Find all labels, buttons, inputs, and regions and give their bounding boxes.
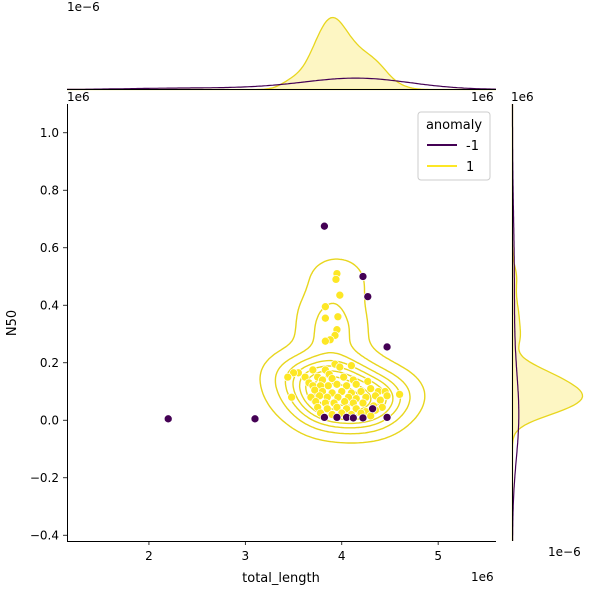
point-anomaly-1 — [332, 379, 342, 389]
point-anomaly-1 — [287, 392, 296, 402]
point-anomaly-1 — [366, 411, 376, 421]
point-anomaly-1 — [340, 397, 349, 406]
point-anomaly-1 — [283, 372, 293, 382]
top-marginal-offset-label: 1e−6 — [67, 0, 100, 14]
y-tick-label: 0.0 — [40, 413, 59, 427]
point-anomaly-1 — [289, 368, 298, 378]
point-anomaly-neg1 — [320, 413, 329, 422]
y-offset-label: 1e6 — [67, 90, 90, 104]
y-tick-label: 1.0 — [40, 126, 59, 140]
legend-label-anomaly-1: 1 — [466, 160, 474, 175]
right-marginal: 1e6 1e−6 — [511, 90, 584, 559]
x-tick-label: 3 — [242, 549, 250, 563]
scatter-points — [163, 221, 404, 424]
y-tick-label: 0.2 — [40, 356, 59, 370]
y-tick-label: 0.6 — [40, 241, 59, 255]
point-anomaly-1 — [331, 275, 341, 284]
right-marginal-offset-label: 1e−6 — [548, 545, 581, 559]
point-anomaly-1 — [333, 312, 343, 322]
y-tick-label: 0.4 — [40, 298, 59, 312]
point-anomaly-1 — [321, 313, 330, 323]
point-anomaly-1 — [327, 374, 337, 383]
top-marginal: 1e−6 — [67, 0, 497, 91]
x-offset-label-top: 1e6 — [471, 90, 494, 104]
y-ticks: −0.4 −0.2 0.0 0.2 0.4 0.6 0.8 1.0 — [30, 126, 67, 542]
right-marginal-kde-anomaly-1 — [511, 104, 584, 541]
point-anomaly-neg1 — [358, 413, 368, 423]
point-anomaly-neg1 — [348, 413, 358, 423]
point-anomaly-1 — [342, 381, 351, 391]
point-anomaly-1 — [347, 361, 356, 370]
legend-title: anomaly — [426, 118, 482, 133]
point-anomaly-1 — [323, 381, 333, 391]
point-anomaly-1 — [321, 336, 330, 346]
point-anomaly-neg1 — [250, 414, 260, 424]
point-anomaly-neg1 — [332, 413, 342, 422]
point-anomaly-1 — [339, 372, 349, 382]
y-tick-label: −0.4 — [30, 528, 59, 542]
kde-contour-level — [274, 302, 411, 435]
x-tick-label: 5 — [434, 549, 442, 563]
x-tick-label: 2 — [145, 549, 153, 563]
point-anomaly-neg1 — [320, 221, 329, 231]
point-anomaly-1 — [366, 384, 376, 393]
kde-contour-level — [259, 258, 426, 444]
point-anomaly-neg1 — [382, 342, 392, 352]
point-anomaly-1 — [356, 387, 366, 396]
x-tick-label: 4 — [338, 549, 346, 563]
point-anomaly-neg1 — [382, 413, 392, 422]
point-anomaly-neg1 — [163, 414, 173, 424]
top-marginal-kde-anomaly-neg1 — [67, 77, 497, 90]
legend: anomaly -1 1 — [417, 111, 491, 181]
point-anomaly-1 — [308, 365, 318, 375]
point-anomaly-1 — [322, 404, 332, 414]
x-offset-label: 1e6 — [471, 570, 494, 584]
point-anomaly-1 — [335, 290, 345, 300]
point-anomaly-1 — [382, 391, 392, 401]
y-axis-label: N50 — [5, 310, 20, 336]
point-anomaly-1 — [321, 302, 330, 312]
x-ticks: 2 3 4 5 — [145, 541, 442, 563]
top-marginal-kde-anomaly-1 — [67, 16, 496, 91]
y-tick-label: −0.2 — [30, 471, 59, 485]
point-anomaly-1 — [332, 402, 342, 412]
point-anomaly-1 — [335, 362, 345, 372]
x-axis-label: total_length — [242, 571, 320, 586]
point-anomaly-1 — [375, 395, 385, 405]
point-anomaly-neg1 — [358, 272, 368, 281]
legend-label-anomaly-neg1: -1 — [466, 139, 479, 154]
y-tick-label: 0.8 — [40, 183, 59, 197]
point-anomaly-neg1 — [368, 404, 377, 414]
point-anomaly-1 — [351, 379, 361, 389]
right-marginal-top-offset-label: 1e6 — [511, 90, 534, 104]
point-anomaly-1 — [363, 377, 373, 386]
kde-contour-level — [292, 359, 394, 425]
point-anomaly-1 — [358, 398, 368, 408]
point-anomaly-neg1 — [363, 292, 373, 301]
point-anomaly-1 — [395, 390, 404, 399]
